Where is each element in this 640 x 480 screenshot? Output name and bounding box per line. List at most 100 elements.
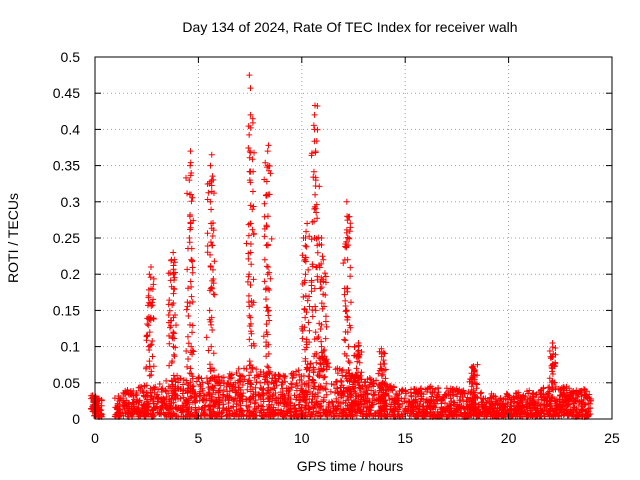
data-point: [490, 405, 497, 412]
data-point: [429, 389, 436, 396]
data-point: [185, 285, 192, 292]
data-point: [399, 388, 406, 395]
data-point: [348, 392, 355, 399]
data-point: [150, 275, 157, 282]
data-point: [193, 378, 200, 385]
data-point: [165, 319, 172, 326]
data-point: [209, 232, 216, 239]
data-point: [538, 400, 545, 407]
data-point: [209, 173, 216, 180]
data-point: [310, 122, 317, 129]
data-point: [208, 314, 215, 321]
data-point: [548, 362, 555, 369]
data-point: [345, 366, 352, 373]
data-point: [289, 381, 296, 388]
data-point: [568, 389, 575, 396]
data-point: [311, 111, 318, 118]
data-point: [237, 398, 244, 405]
data-point: [279, 385, 286, 392]
data-point: [511, 393, 518, 400]
data-point: [455, 407, 462, 414]
data-point: [551, 405, 558, 412]
data-point: [344, 234, 351, 241]
data-point: [210, 350, 217, 357]
data-point: [166, 362, 173, 369]
data-point: [323, 391, 330, 398]
data-point: [166, 307, 173, 314]
data-point: [210, 280, 217, 287]
data-point: [256, 373, 263, 380]
data-point: [149, 397, 156, 404]
data-point: [453, 413, 460, 420]
data-point: [519, 396, 526, 403]
data-point: [547, 408, 554, 415]
data-point: [296, 376, 303, 383]
data-point: [342, 297, 349, 304]
data-point: [246, 377, 253, 384]
data-point: [318, 235, 325, 241]
data-point: [209, 285, 216, 292]
data-point: [342, 303, 349, 310]
data-point: [578, 412, 585, 419]
data-point: [302, 254, 309, 261]
data-point: [251, 149, 258, 156]
data-point: [301, 279, 308, 286]
data-point: [478, 389, 485, 396]
data-point: [466, 405, 473, 412]
y-tick-label: 0.3: [61, 194, 81, 210]
data-point: [472, 404, 479, 411]
data-point: [170, 372, 177, 379]
data-point: [313, 408, 320, 415]
data-point: [414, 413, 421, 420]
data-point: [541, 395, 548, 402]
data-point: [334, 370, 341, 377]
data-point: [313, 137, 320, 144]
data-point: [485, 409, 492, 416]
data-point: [114, 405, 121, 412]
data-point: [587, 411, 594, 418]
data-point: [167, 270, 174, 277]
data-point: [240, 413, 247, 420]
data-point: [317, 368, 324, 375]
data-point: [188, 370, 195, 377]
data-point: [161, 396, 168, 403]
data-point: [246, 312, 253, 319]
data-point: [309, 313, 316, 320]
data-point: [529, 404, 536, 411]
data-point: [210, 190, 217, 197]
data-point: [565, 401, 572, 408]
data-point: [375, 398, 382, 405]
data-point: [309, 307, 316, 314]
data-point: [500, 413, 507, 420]
data-point: [187, 211, 194, 218]
data-point: [189, 329, 196, 336]
data-point: [188, 245, 195, 252]
data-point: [322, 410, 329, 417]
data-point: [154, 395, 161, 402]
data-point: [192, 404, 199, 411]
data-point: [167, 403, 174, 410]
data-point: [170, 249, 177, 256]
data-point: [183, 348, 190, 355]
data-point: [298, 385, 305, 392]
data-point: [187, 159, 194, 166]
data-point: [207, 412, 214, 419]
data-point: [347, 299, 354, 306]
data-point: [520, 392, 527, 399]
data-point: [467, 390, 474, 397]
data-point: [116, 398, 123, 405]
data-point: [313, 263, 320, 270]
data-point: [449, 391, 456, 398]
data-point: [188, 191, 195, 198]
data-point: [287, 380, 294, 387]
data-point: [343, 307, 350, 314]
data-point: [489, 404, 496, 411]
data-point: [154, 391, 161, 398]
data-point: [170, 290, 177, 297]
data-point: [146, 329, 153, 336]
data-point: [267, 275, 274, 282]
data-point: [150, 281, 157, 288]
data-point: [114, 406, 121, 413]
data-point: [147, 317, 154, 324]
data-point: [435, 384, 442, 391]
